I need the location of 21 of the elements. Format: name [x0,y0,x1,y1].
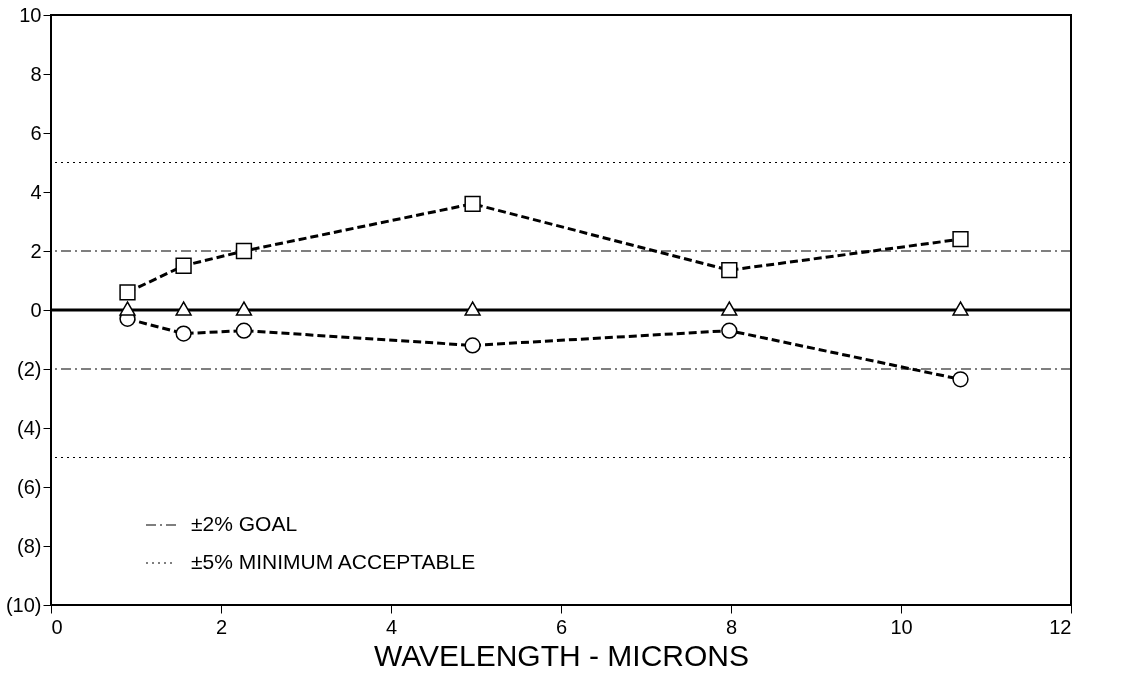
y-tick-label: 8 [30,62,42,85]
legend-label: ±5% MINIMUM ACCEPTABLE [191,550,476,573]
x-tick-label: 10 [890,615,913,638]
x-tick-label: 0 [51,615,63,638]
legend-label: ±2% GOAL [191,512,298,535]
y-tick-label: 4 [30,180,42,203]
y-tick-label: (8) [17,534,42,557]
y-tick-label: 10 [19,3,42,26]
x-tick-label: 6 [555,615,568,638]
y-tick-label: (10) [5,593,42,616]
x-tick-label: 8 [725,615,738,638]
y-tick-label: (6) [17,475,42,498]
x-tick-label: 12 [1049,615,1072,638]
y-tick-label: 2 [30,239,42,262]
x-tick-label: 2 [215,615,228,638]
x-tick-label: 4 [385,615,398,638]
y-tick-label: 0 [30,298,42,321]
x-axis-title: WAVELENGTH - MICRONS [373,638,750,672]
y-tick-label: 6 [30,121,42,144]
y-tick-label: (2) [17,357,42,380]
y-tick-label: (4) [17,416,42,439]
